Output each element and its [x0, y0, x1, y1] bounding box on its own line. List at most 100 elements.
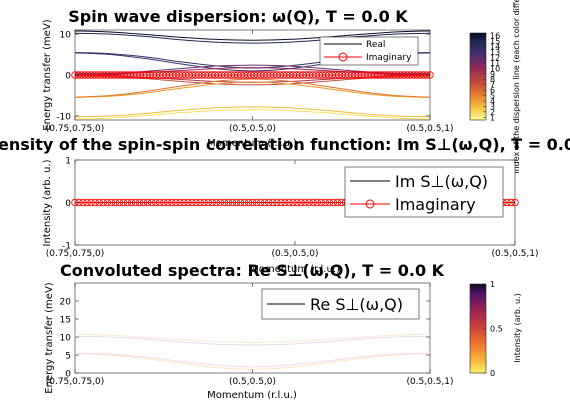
convoluted-colorbar-label: Intensity (arb. u.) [513, 293, 522, 363]
dispersion-x-ticks: (0.75,0.75,0) (0.5,0.5,0) (0.5,0.5,1) [46, 30, 454, 134]
imaginary-marker [289, 198, 297, 207]
imaginary-marker [321, 198, 330, 207]
imaginary-marker [172, 198, 180, 207]
imaginary-marker [252, 198, 261, 207]
imaginary-marker [135, 198, 144, 207]
imaginary-marker [147, 198, 156, 207]
imaginary-marker [329, 198, 338, 207]
imaginary-marker [228, 198, 237, 207]
imaginary-marker [293, 198, 301, 207]
dispersion-legend-imaginary: Imaginary [366, 53, 412, 63]
correlation-ylabel: Intensity (arb. u.) [42, 159, 53, 246]
y-tick-label: 0 [65, 72, 71, 82]
x-tick-label: (0.75,0.75,0) [46, 249, 105, 259]
x-tick-label: (0.5,0.5,0) [271, 249, 318, 259]
imaginary-marker [79, 198, 87, 207]
colorbar-tick-label: 0.5 [490, 325, 503, 334]
x-tick-label: (0.5,0.5,0) [229, 124, 276, 134]
colorbar-tick-label: 13 [490, 48, 500, 57]
colorbar-tick-label: 8 [490, 75, 495, 84]
y-tick-label: -10 [56, 112, 71, 122]
imaginary-marker [301, 198, 309, 207]
imaginary-marker [103, 198, 112, 207]
correlation-x-ticks: (0.75,0.75,0) (0.5,0.5,0) (0.5,0.5,1) [46, 160, 539, 259]
imaginary-marker [325, 198, 334, 207]
dispersion-imaginary-markers [71, 71, 434, 79]
dispersion-legend-real: Real [366, 40, 385, 50]
imaginary-marker [107, 198, 116, 207]
colorbar-tick-label: 14 [490, 43, 500, 52]
dispersion-branch [74, 30, 431, 41]
colorbar-tick-label: 1 [490, 280, 495, 289]
convoluted-legend-re: Re S⊥(ω,Q) [310, 295, 403, 314]
dispersion-y-ticks: -10 0 10 [56, 31, 430, 122]
imaginary-marker [244, 198, 253, 207]
colorbar-tick-label: 7 [490, 81, 495, 90]
panel-convoluted: Convoluted spectra: Re S⊥(ω,Q), T = 0.0 … [44, 261, 522, 401]
imaginary-marker [236, 198, 245, 207]
imaginary-marker [309, 198, 317, 207]
y-tick-label: 1 [65, 157, 71, 167]
imaginary-marker [248, 198, 257, 207]
y-tick-label: 20 [60, 298, 72, 308]
dispersion-ylabel: Energy transfer (meV) [42, 19, 53, 130]
imaginary-marker [200, 198, 208, 207]
colorbar-tick-label: 6 [490, 86, 495, 95]
imaginary-marker [208, 198, 216, 207]
imaginary-marker [232, 198, 241, 207]
y-tick-label: 10 [60, 334, 72, 344]
imaginary-marker [297, 198, 305, 207]
imaginary-marker [285, 198, 293, 207]
colorbar-tick-label: 10 [490, 64, 500, 73]
imaginary-marker [91, 198, 99, 207]
imaginary-marker [139, 198, 148, 207]
imaginary-marker [95, 198, 103, 207]
imaginary-marker [180, 198, 188, 207]
imaginary-marker [143, 198, 152, 207]
colorbar-tick-label: 5 [490, 92, 495, 101]
colorbar-tick-label: 11 [490, 59, 500, 68]
convoluted-xlabel: Momentum (r.l.u.) [207, 390, 297, 401]
colorbar-tick-label: 2 [490, 108, 495, 117]
spectrum-branch [74, 352, 431, 368]
imaginary-marker [305, 198, 313, 207]
imaginary-marker [87, 198, 95, 207]
imaginary-marker [317, 198, 325, 207]
correlation-title: Intensity of the spin-spin correlation f… [0, 135, 570, 154]
imaginary-marker [269, 198, 277, 207]
dispersion-branch [74, 109, 431, 120]
correlation-legend-imaginary: Imaginary [395, 195, 476, 214]
convoluted-y-ticks: 0 5 10 15 20 [60, 298, 430, 380]
imaginary-marker [168, 198, 176, 207]
convoluted-title: Convoluted spectra: Re S⊥(ω,Q), T = 0.0 … [60, 261, 445, 280]
y-tick-label: 5 [65, 352, 71, 362]
imaginary-marker [196, 198, 204, 207]
imaginary-marker [313, 198, 321, 207]
y-tick-label: 15 [60, 316, 71, 326]
imaginary-marker [265, 198, 273, 207]
convoluted-colorbar-ticks: 00.51 [483, 280, 503, 378]
imaginary-marker [240, 198, 249, 207]
imaginary-marker [260, 198, 269, 207]
imaginary-marker [256, 198, 265, 207]
dispersion-branch [74, 78, 431, 98]
dispersion-title: Spin wave dispersion: ω(Q), T = 0.0 K [68, 7, 408, 26]
imaginary-marker [192, 198, 200, 207]
imaginary-marker [503, 198, 511, 207]
imaginary-marker [333, 198, 342, 207]
x-tick-label: (0.5,0.5,1) [406, 124, 453, 134]
colorbar-tick-label: 4 [490, 97, 495, 106]
colorbar-tick-label: 1 [490, 113, 495, 122]
convoluted-legend: Re S⊥(ω,Q) [261, 288, 420, 320]
imaginary-marker [127, 198, 136, 207]
x-tick-label: (0.5,0.5,1) [491, 249, 538, 259]
imaginary-marker [220, 198, 229, 207]
spectrum-branch [74, 335, 431, 346]
x-tick-label: (0.75,0.75,0) [46, 377, 105, 387]
imaginary-marker [188, 198, 196, 207]
convoluted-ylabel: Energy transfer (meV) [44, 282, 55, 393]
y-tick-label: 0 [65, 370, 71, 380]
imaginary-marker [123, 198, 132, 207]
imaginary-marker [131, 198, 140, 207]
